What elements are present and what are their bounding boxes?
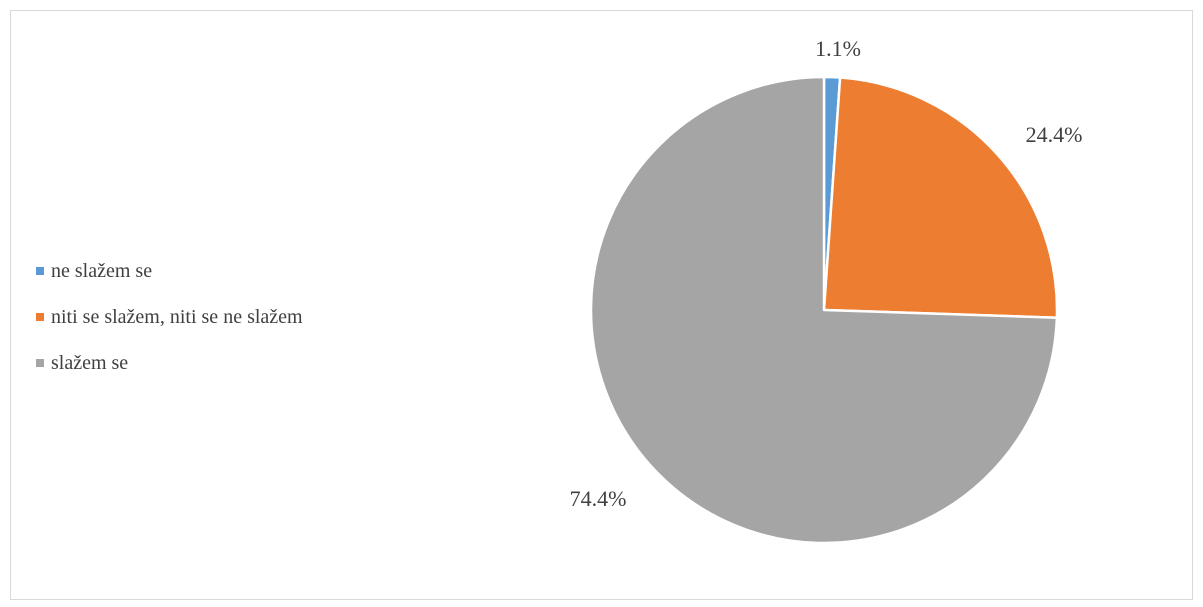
legend-label: niti se slažem, niti se ne slažem bbox=[51, 305, 303, 328]
legend: ne slažem se niti se slažem, niti se ne … bbox=[36, 248, 303, 386]
data-label-ne-slazem-se: 1.1% bbox=[815, 36, 861, 61]
data-label-slazem-se: 74.4% bbox=[570, 486, 627, 511]
data-label-niti-se-slazem: 24.4% bbox=[1026, 122, 1083, 147]
legend-item-slazem-se: slažem se bbox=[36, 340, 303, 386]
legend-swatch-slazem-se bbox=[36, 359, 44, 367]
pie-slice-2 bbox=[589, 75, 1059, 545]
legend-item-niti-se-slazem: niti se slažem, niti se ne slažem bbox=[36, 294, 303, 340]
legend-swatch-ne-slazem-se bbox=[36, 267, 44, 275]
legend-swatch-niti-se-slazem bbox=[36, 313, 44, 321]
legend-label: slažem se bbox=[51, 351, 129, 374]
pie-slice-1 bbox=[822, 76, 1059, 319]
pie-slices bbox=[589, 75, 1059, 545]
legend-label: ne slažem se bbox=[51, 259, 153, 282]
legend-item-ne-slazem-se: ne slažem se bbox=[36, 248, 303, 294]
